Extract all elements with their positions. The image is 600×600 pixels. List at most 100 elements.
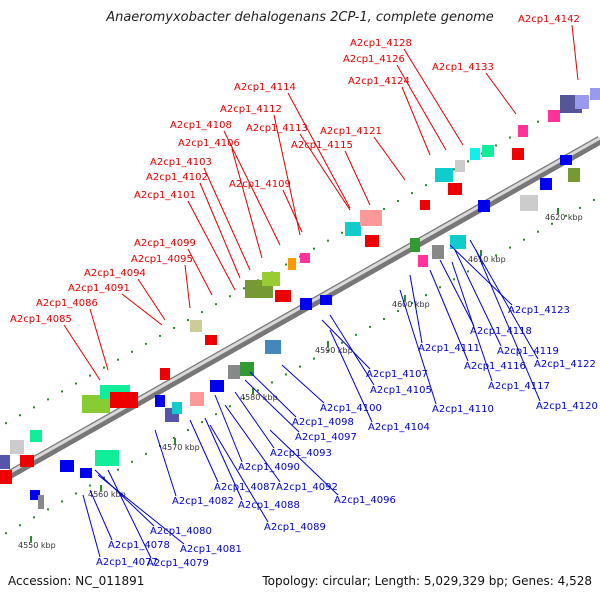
tick-label: 4550 kbp — [18, 541, 56, 550]
label-leader-line — [329, 314, 375, 386]
track-dot — [411, 192, 413, 195]
label-leader-line — [154, 429, 177, 497]
track-dot — [173, 326, 175, 329]
tick-label: 4610 kbp — [468, 255, 506, 264]
label-leader-line — [209, 424, 269, 523]
reverse-gene-block — [228, 365, 240, 379]
track-dot — [327, 349, 329, 352]
track-dot — [215, 303, 217, 306]
label-leader-line — [234, 391, 275, 449]
forward-gene-block — [575, 95, 589, 109]
reverse-gene-block — [155, 395, 165, 407]
tick-mark — [327, 341, 329, 347]
label-leader-line — [223, 130, 281, 246]
track-dot — [523, 238, 525, 241]
reverse-gene-label: A2cp1_4087 — [214, 482, 276, 493]
forward-gene-block — [288, 258, 296, 270]
label-leader-line — [137, 278, 166, 321]
forward-gene-block — [160, 368, 170, 380]
track-dot — [341, 341, 343, 344]
track-dot — [313, 357, 315, 360]
track-dot — [187, 429, 189, 432]
label-leader-line — [184, 264, 191, 309]
track-dot — [467, 270, 469, 273]
forward-gene-label: A2cp1_4121 — [320, 126, 382, 137]
forward-gene-label: A2cp1_4094 — [84, 268, 146, 279]
reverse-gene-label: A2cp1_4089 — [264, 522, 326, 533]
label-leader-line — [439, 259, 475, 327]
label-leader-line — [187, 248, 213, 296]
reverse-gene-label: A2cp1_4119 — [497, 346, 559, 357]
forward-gene-label: A2cp1_4126 — [343, 54, 405, 65]
reverse-gene-block — [300, 298, 312, 310]
label-leader-line — [214, 394, 243, 463]
reverse-gene-block — [450, 235, 466, 249]
forward-gene-label: A2cp1_4133 — [432, 62, 494, 73]
forward-gene-label: A2cp1_4124 — [348, 76, 410, 87]
forward-gene-label: A2cp1_4086 — [36, 298, 98, 309]
reverse-gene-label: A2cp1_4097 — [295, 432, 357, 443]
forward-gene-block — [110, 392, 138, 408]
track-dot — [467, 160, 469, 163]
forward-gene-block — [448, 183, 462, 195]
reverse-gene-label: A2cp1_4104 — [368, 422, 430, 433]
reverse-gene-labels: A2cp1_4123 A2cp1_4118 A2cp1_4111 A2cp1_4119… — [82, 239, 598, 569]
track-dot — [33, 406, 35, 409]
label-leader-line — [454, 249, 502, 347]
reverse-gene-block — [320, 295, 332, 305]
reverse-gene-block — [95, 450, 119, 466]
tick-label: 4560 kbp — [88, 490, 126, 499]
reverse-gene-block — [410, 238, 420, 252]
track-dot — [47, 398, 49, 401]
track-dot — [131, 350, 133, 353]
track-dot — [453, 278, 455, 281]
gene-features — [0, 88, 600, 509]
label-leader-line — [231, 148, 263, 259]
track-dot — [537, 120, 539, 123]
label-leader-line — [63, 324, 101, 381]
forward-gene-block — [482, 145, 494, 157]
track-dot — [397, 200, 399, 203]
tick-mark — [252, 388, 254, 394]
track-dot — [215, 413, 217, 416]
track-dot — [411, 302, 413, 305]
reverse-gene-label: A2cp1_4090 — [238, 462, 300, 473]
reverse-gene-block — [0, 455, 10, 469]
forward-gene-block — [262, 272, 280, 286]
label-leader-line — [287, 92, 351, 209]
track-dot — [159, 334, 161, 337]
track-dot — [131, 460, 133, 463]
reverse-gene-label: A2cp1_4111 — [418, 343, 480, 354]
track-dot — [313, 247, 315, 250]
forward-gene-label: A2cp1_4099 — [134, 238, 196, 249]
label-leader-line — [451, 261, 493, 382]
track-dot — [579, 206, 581, 209]
track-dot — [117, 468, 119, 471]
track-dot — [271, 381, 273, 384]
label-leader-line — [475, 249, 541, 402]
label-leader-line — [224, 404, 281, 483]
label-leader-line — [401, 86, 431, 156]
forward-gene-label: A2cp1_4142 — [518, 14, 580, 25]
forward-gene-block — [548, 110, 560, 122]
label-leader-line — [469, 239, 539, 360]
track-dot — [201, 421, 203, 424]
label-leader-line — [281, 364, 325, 404]
track-dot — [425, 294, 427, 297]
label-leader-line — [329, 329, 373, 423]
tick-mark — [480, 250, 482, 256]
track-dot — [439, 286, 441, 289]
label-leader-line — [409, 274, 423, 344]
tick-label: 4590 kbp — [315, 346, 353, 355]
label-leader-line — [403, 48, 464, 146]
forward-gene-block — [82, 395, 110, 413]
track-dot — [509, 246, 511, 249]
tick-mark — [100, 485, 102, 491]
track-dot — [425, 184, 427, 187]
reverse-gene-label: A2cp1_4117 — [488, 381, 550, 392]
track-dot — [47, 508, 49, 511]
forward-gene-block — [300, 253, 310, 263]
reverse-gene-block — [210, 380, 224, 392]
track-dot — [5, 532, 7, 535]
